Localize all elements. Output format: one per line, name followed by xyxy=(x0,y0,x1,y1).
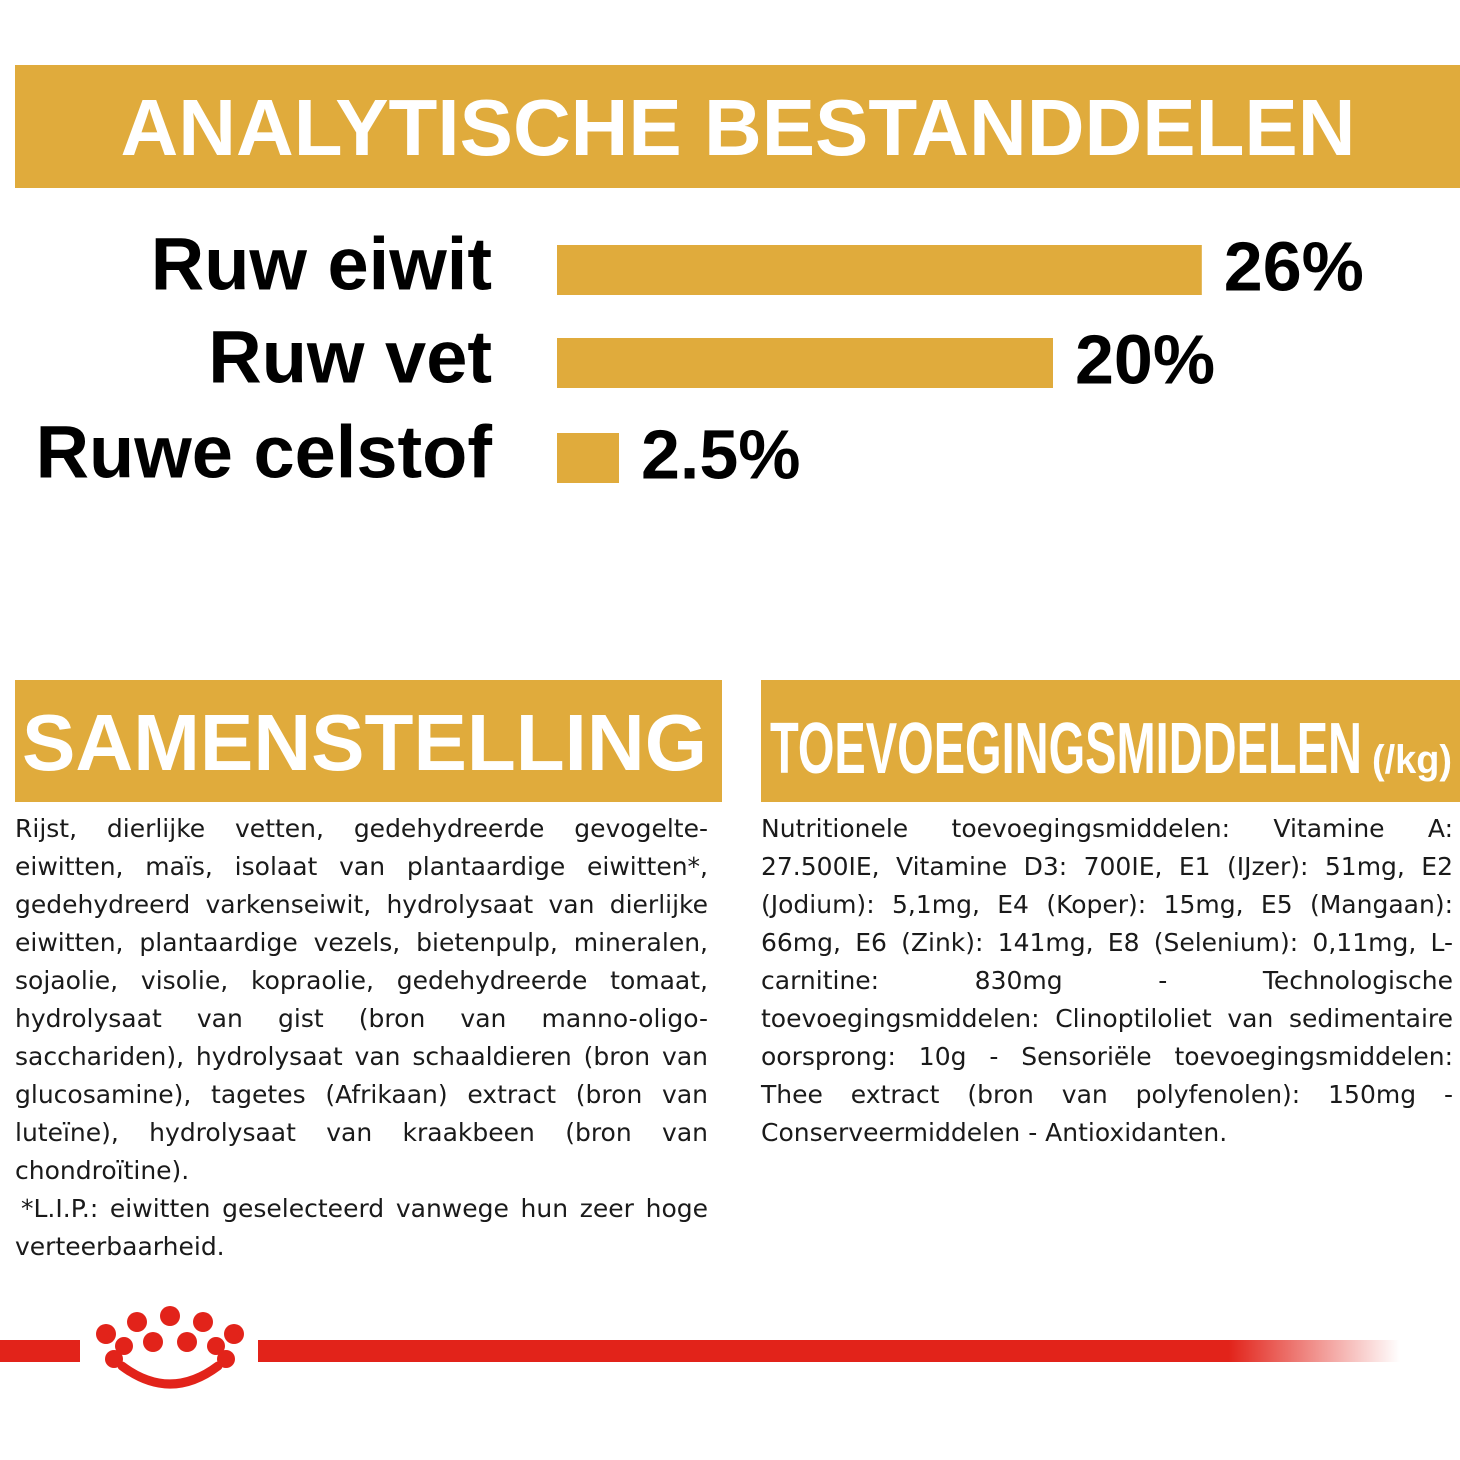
additives-text: Nutritionele toevoegingsmiddelen: Vitami… xyxy=(761,814,1453,1147)
header-band xyxy=(15,65,1460,188)
composition-text: Rijst, dierlijke vetten, gedehydreerde g… xyxy=(15,814,708,1185)
chart-title: ANALYTISCHE BESTANDDELEN xyxy=(121,83,1356,172)
header-band xyxy=(761,680,1460,802)
bar xyxy=(557,433,619,483)
value-label: 20% xyxy=(1075,320,1215,398)
bar xyxy=(557,338,1053,388)
footer-line xyxy=(0,1340,80,1362)
section-title: SAMENSTELLING xyxy=(22,698,707,787)
category-label: Ruw vet xyxy=(208,316,492,399)
value-label: 2.5% xyxy=(641,415,801,493)
category-label: Ruwe celstof xyxy=(36,411,493,494)
bar-chart: Ruw eiwit 26% Ruw vet 20% Ruwe celstof 2.5% xyxy=(36,223,1364,494)
category-label: Ruw eiwit xyxy=(151,223,492,306)
footer-line xyxy=(258,1340,1400,1362)
crown-logo xyxy=(96,1306,244,1389)
unit-label: (/kg) xyxy=(1372,738,1452,782)
section-title: TOEVOEGINGSMIDDELEN xyxy=(770,709,1362,789)
header-band xyxy=(15,680,722,802)
bar xyxy=(557,245,1202,295)
value-label: 26% xyxy=(1224,227,1364,305)
composition-note: *L.I.P.: eiwitten geselecteerd vanwege h… xyxy=(15,1194,708,1261)
